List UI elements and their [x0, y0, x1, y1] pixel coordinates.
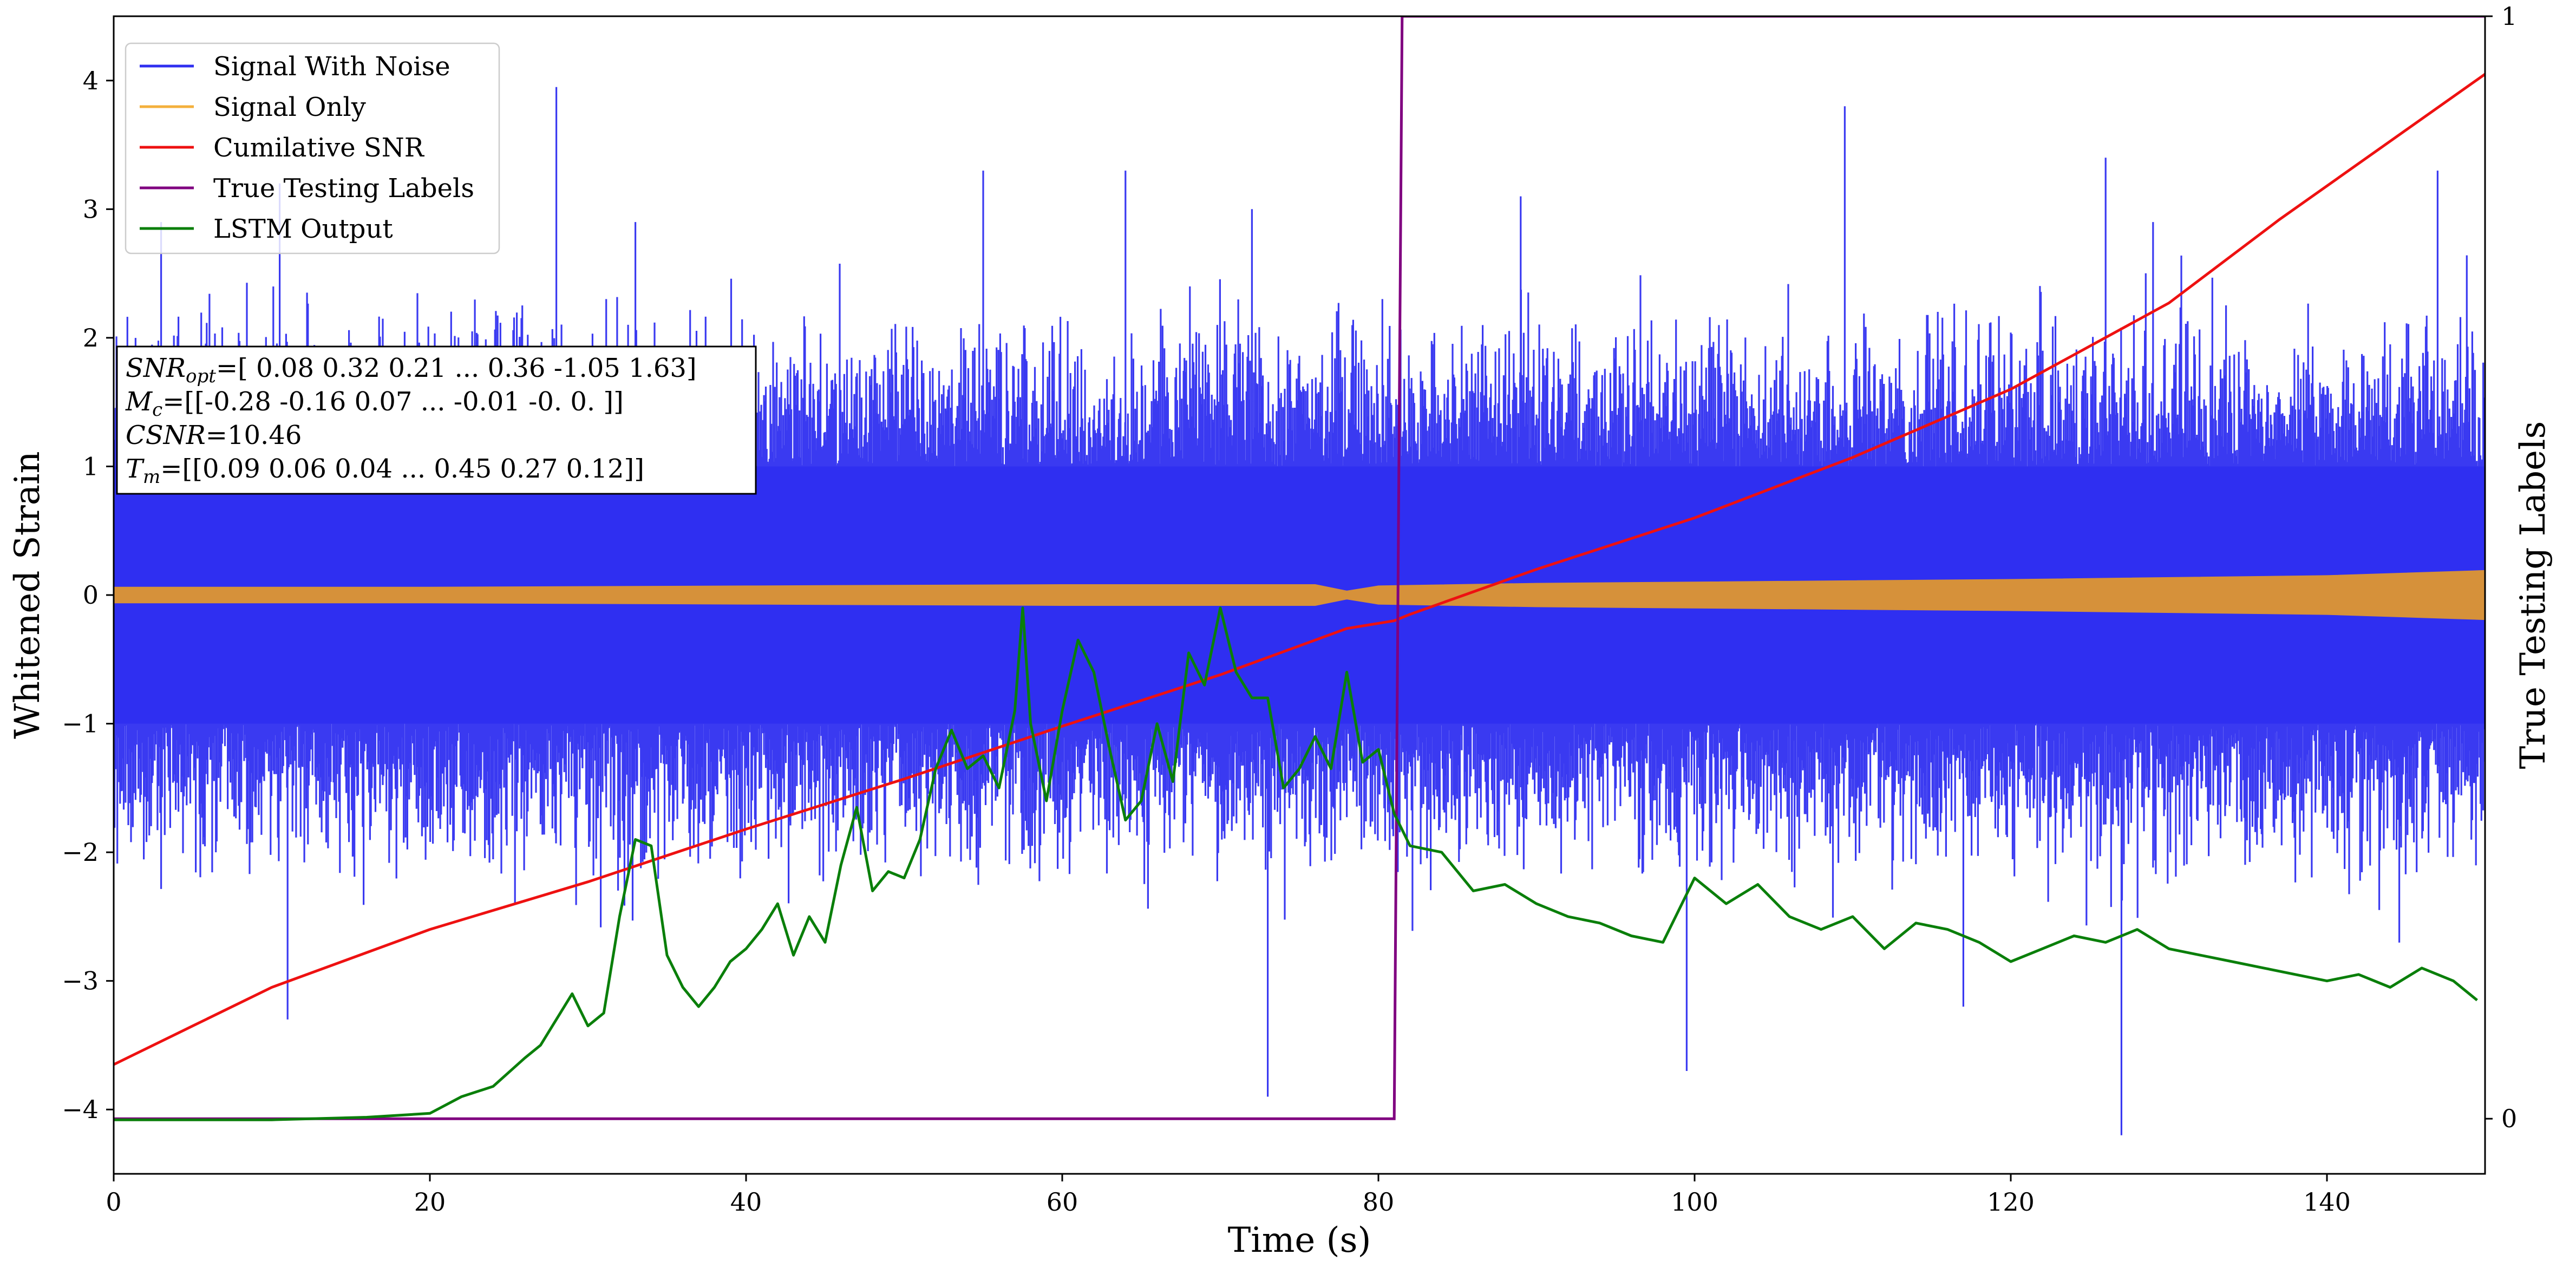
- y-tick-label: 3: [83, 194, 99, 224]
- y-tick-label: −3: [62, 966, 99, 996]
- legend-entry: Cumilative SNR: [213, 133, 425, 163]
- annotation-symbol: CSNR: [126, 420, 206, 450]
- annotation-line: CSNR=10.46: [126, 420, 302, 450]
- y-tick-label: 2: [83, 323, 99, 352]
- annotation-subscript: opt: [186, 365, 216, 387]
- annotation-symbol: T: [126, 454, 145, 484]
- x-tick-label: 60: [1047, 1187, 1078, 1217]
- y-axis-label: Whitened Strain: [8, 451, 48, 739]
- y2-tick-label: 1: [2501, 2, 2517, 31]
- annotation-subscript: m: [143, 466, 160, 488]
- x-tick-label: 0: [106, 1187, 121, 1217]
- y-tick-label: −1: [62, 709, 99, 739]
- legend-frame: [125, 42, 500, 254]
- y-tick-label: 1: [83, 452, 99, 481]
- x-tick-label: 80: [1363, 1187, 1395, 1217]
- y-tick-label: −2: [62, 838, 99, 867]
- cumilative-snr-line: [114, 73, 2485, 1066]
- y-tick-label: 0: [83, 580, 99, 610]
- x-tick-label: 100: [1671, 1187, 1718, 1217]
- legend-entry: True Testing Labels: [213, 173, 474, 204]
- x-tick-label: 40: [730, 1187, 762, 1217]
- annotation-line: SNRopt=[ 0.08 0.32 0.21 ... 0.36 -1.05 1…: [126, 353, 697, 387]
- x-tick-label: 140: [2303, 1187, 2351, 1217]
- signal-only-line: [114, 570, 2485, 620]
- annotation-value: =[[-0.28 -0.16 0.07 ... -0.01 -0. 0. ]]: [162, 387, 624, 417]
- annotation-box: SNRopt=[ 0.08 0.32 0.21 ... 0.36 -1.05 1…: [116, 345, 757, 495]
- lstm-output-line: [114, 606, 2478, 1121]
- x-tick-label: 20: [414, 1187, 446, 1217]
- x-tick-label: 120: [1987, 1187, 2035, 1217]
- legend-entry: Signal With Noise: [213, 51, 450, 82]
- annotation-value: =[ 0.08 0.32 0.21 ... 0.36 -1.05 1.63]: [216, 353, 697, 383]
- annotation-symbol: SNR: [126, 353, 186, 383]
- annotation-value: =10.46: [206, 420, 302, 450]
- legend: Signal With Noise Signal Only Cumilative S…: [125, 42, 500, 254]
- annotation-symbol: M: [125, 387, 153, 417]
- annotation-line: Tm=[[0.09 0.06 0.04 ... 0.45 0.27 0.12]]: [126, 454, 644, 488]
- annotation-value: =[[0.09 0.06 0.04 ... 0.45 0.27 0.12]]: [160, 454, 644, 484]
- y-tick-label: 4: [83, 66, 99, 95]
- y-tick-label: −4: [62, 1095, 99, 1124]
- true-testing-labels-line: [114, 16, 2485, 1120]
- legend-entry: Signal Only: [213, 92, 366, 122]
- x-axis-label: Time (s): [1228, 1220, 1371, 1260]
- y2-axis-label: True Testing Labels: [2513, 421, 2553, 769]
- annotation-line: Mc=[[-0.28 -0.16 0.07 ... -0.01 -0. 0. ]…: [125, 387, 624, 421]
- y2-tick-label: 0: [2501, 1104, 2517, 1133]
- annotation-subscript: c: [152, 399, 162, 421]
- annotation-frame: [116, 345, 757, 495]
- legend-entry: LSTM Output: [213, 214, 393, 244]
- plot-area: [114, 16, 2485, 1135]
